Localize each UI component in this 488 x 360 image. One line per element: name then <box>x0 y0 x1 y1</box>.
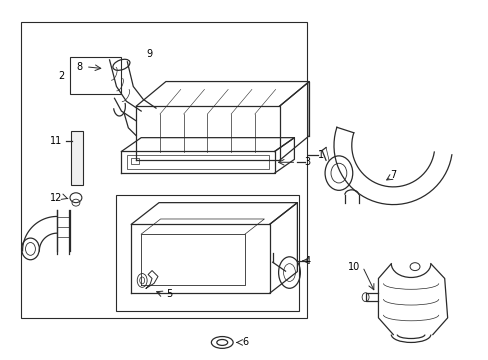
Bar <box>20 22 306 318</box>
Bar <box>127 156 268 169</box>
Text: 4: 4 <box>304 256 310 266</box>
Text: 12: 12 <box>50 193 62 203</box>
Text: 3: 3 <box>304 157 310 167</box>
Text: 11: 11 <box>50 136 62 145</box>
Bar <box>131 158 139 164</box>
Text: 8: 8 <box>77 62 83 72</box>
Text: 10: 10 <box>348 262 360 272</box>
Text: 2: 2 <box>58 71 64 81</box>
Bar <box>116 195 299 311</box>
Bar <box>70 57 121 94</box>
Text: 7: 7 <box>389 170 396 180</box>
Bar <box>71 131 82 185</box>
Text: 1: 1 <box>317 150 324 161</box>
Text: 5: 5 <box>165 289 172 299</box>
Text: 9: 9 <box>146 49 152 59</box>
Text: 6: 6 <box>242 337 247 347</box>
